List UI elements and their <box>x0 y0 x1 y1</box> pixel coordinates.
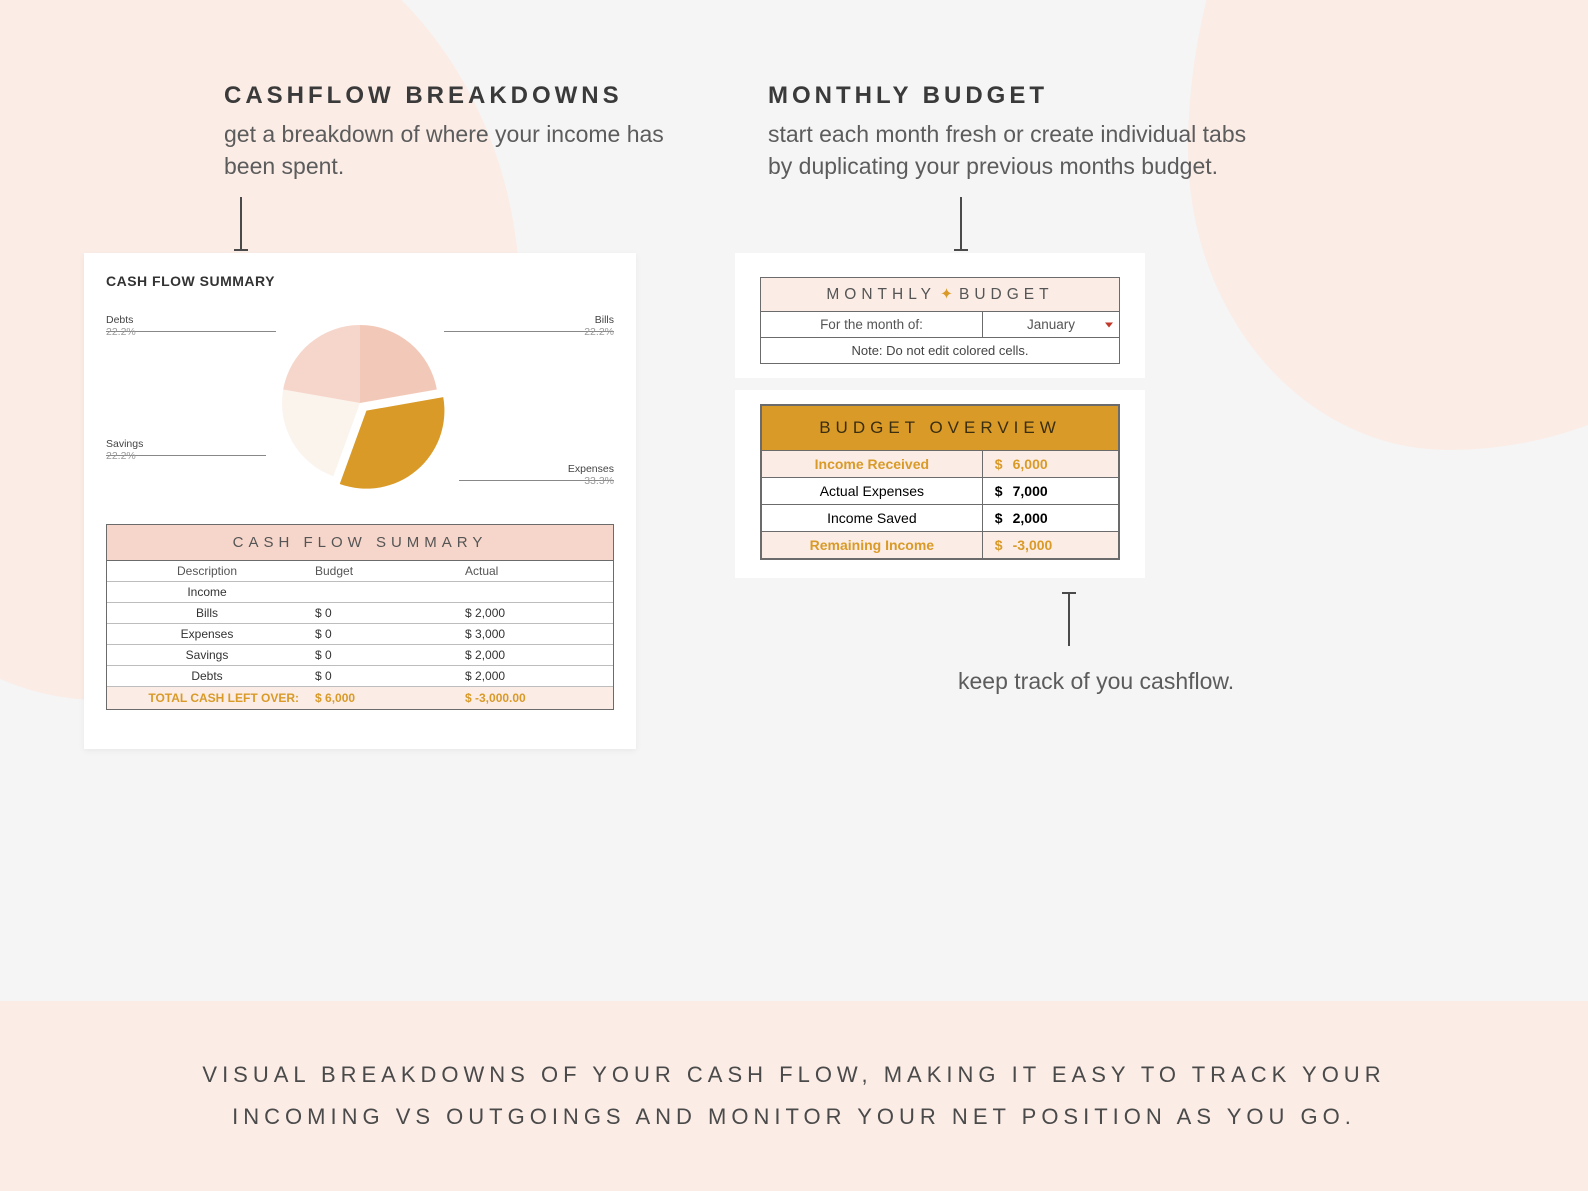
total-label: TOTAL CASH LEFT OVER: <box>107 687 307 709</box>
budget-overview-panel: BUDGET OVERVIEW Income Received$ 6,000Ac… <box>735 390 1145 578</box>
col-description: Description <box>107 561 307 581</box>
overview-label: Income Saved <box>762 505 983 531</box>
cell-budget: 0 <box>307 645 457 665</box>
overview-label: Actual Expenses <box>762 478 983 504</box>
cashflow-table: CASH FLOW SUMMARY Description Budget Act… <box>106 524 614 710</box>
pie-slice-bills <box>360 325 437 403</box>
cashflow-note: keep track of you cashflow. <box>958 668 1234 695</box>
left-section-desc: get a breakdown of where your income has… <box>224 118 704 182</box>
arrow-up-icon <box>1068 592 1070 646</box>
total-actual: -3,000.00 <box>457 687 613 709</box>
diamond-icon: ✦ <box>936 286 959 303</box>
monthly-budget-panel: MONTHLY✦BUDGET For the month of: January… <box>735 253 1145 378</box>
table-total-row: TOTAL CASH LEFT OVER: 6,000 -3,000.00 <box>107 687 613 709</box>
month-label: For the month of: <box>761 312 983 337</box>
overview-row: Actual Expenses$ 7,000 <box>762 477 1118 504</box>
cell-actual: 2,000 <box>457 603 613 623</box>
overview-value: $ 7,000 <box>983 478 1118 504</box>
overview-row: Remaining Income$ -3,000 <box>762 531 1118 558</box>
cell-budget: 0 <box>307 666 457 686</box>
arrow-down-icon <box>240 197 242 251</box>
arrow-down-icon <box>960 197 962 251</box>
cell-actual: 3,000 <box>457 624 613 644</box>
cashflow-summary-title: CASH FLOW SUMMARY <box>106 273 614 289</box>
cell-actual: 2,000 <box>457 666 613 686</box>
pie-label-expenses: Expenses33.3% <box>568 464 614 487</box>
table-header-title: CASH FLOW SUMMARY <box>107 525 613 561</box>
col-actual: Actual <box>457 561 613 581</box>
bg-blob-top-right <box>1188 0 1588 450</box>
cell-desc: Expenses <box>107 624 307 644</box>
table-column-row: Description Budget Actual <box>107 561 613 582</box>
footer-band: VISUAL BREAKDOWNS OF YOUR CASH FLOW, MAK… <box>0 1001 1588 1191</box>
pie-chart: Debts22.2% Bills22.2% Savings22.2% Expen… <box>106 295 614 520</box>
monthly-budget-box: MONTHLY✦BUDGET For the month of: January… <box>760 277 1120 364</box>
col-budget: Budget <box>307 561 457 581</box>
cell-desc: Debts <box>107 666 307 686</box>
right-section-title: MONTHLY BUDGET <box>768 82 1048 110</box>
cell-desc: Savings <box>107 645 307 665</box>
overview-label: Remaining Income <box>762 532 983 558</box>
left-section-title: CASHFLOW BREAKDOWNS <box>224 82 623 110</box>
pie-svg <box>245 298 475 508</box>
cell-budget: 0 <box>307 624 457 644</box>
caret-down-icon <box>1105 322 1113 327</box>
overview-value: $ -3,000 <box>983 532 1118 558</box>
edit-note: Note: Do not edit colored cells. <box>761 338 1119 363</box>
cell-budget: 6,000 <box>307 582 457 602</box>
cell-actual: 2,000 <box>457 645 613 665</box>
cell-desc: Bills <box>107 603 307 623</box>
table-row: Bills02,000 <box>107 603 613 624</box>
overview-row: Income Saved$ 2,000 <box>762 504 1118 531</box>
overview-value: $ 2,000 <box>983 505 1118 531</box>
table-row: Savings02,000 <box>107 645 613 666</box>
overview-value: $ 6,000 <box>983 451 1118 477</box>
pie-label-debts: Debts22.2% <box>106 315 136 338</box>
pie-slice-debts <box>283 325 360 403</box>
pie-label-bills: Bills22.2% <box>584 315 614 338</box>
table-row: Expenses03,000 <box>107 624 613 645</box>
cell-actual: 6,000 <box>457 582 613 602</box>
cell-desc: Income <box>107 582 307 602</box>
total-budget: 6,000 <box>307 687 457 709</box>
table-row: Debts02,000 <box>107 666 613 687</box>
overview-label: Income Received <box>762 451 983 477</box>
footer-text: VISUAL BREAKDOWNS OF YOUR CASH FLOW, MAK… <box>140 1054 1448 1138</box>
cell-budget: 0 <box>307 603 457 623</box>
right-section-desc: start each month fresh or create individ… <box>768 118 1268 182</box>
overview-box: BUDGET OVERVIEW Income Received$ 6,000Ac… <box>760 404 1120 560</box>
pie-label-savings: Savings22.2% <box>106 439 143 462</box>
month-selector-row: For the month of: January <box>761 312 1119 338</box>
cashflow-panel: CASH FLOW SUMMARY Debts22.2% Bills22.2% … <box>84 253 636 749</box>
overview-row: Income Received$ 6,000 <box>762 450 1118 477</box>
monthly-budget-title: MONTHLY✦BUDGET <box>761 278 1119 312</box>
table-row: Income6,0006,000 <box>107 582 613 603</box>
month-dropdown[interactable]: January <box>983 312 1119 337</box>
overview-title: BUDGET OVERVIEW <box>762 406 1118 450</box>
